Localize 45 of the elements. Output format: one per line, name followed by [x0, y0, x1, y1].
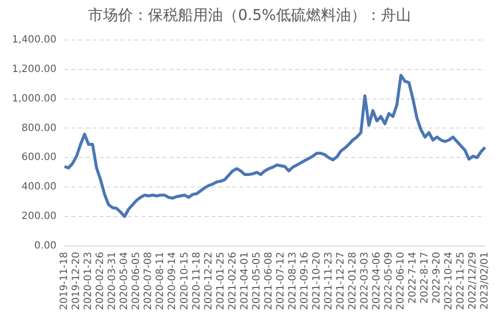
y-tick-label: 1,400.00	[12, 34, 57, 46]
chart-title: 市场价：保税船用油（0.5%低硫燃料油）：舟山	[86, 5, 412, 26]
x-tick-label: 2021-08-13	[287, 252, 298, 310]
x-tick-label: 2020-06-05	[131, 252, 142, 310]
x-tick-label: 2022-06-10	[396, 252, 406, 310]
x-tick-label: 2021-07-12	[275, 252, 286, 310]
x-tick-label: 2021-04-01	[239, 252, 250, 310]
y-tick-label: 600.00	[22, 152, 57, 164]
x-tick-label: 2020-02-26	[95, 252, 106, 310]
x-tick-label: 2020-11-18	[191, 252, 202, 310]
x-tick-label: 2022-8-17	[420, 252, 431, 304]
x-tick-label: 2021-05-05	[251, 252, 262, 310]
x-tick-label: 2020-03-31	[107, 252, 118, 310]
x-tick-label: 2021-06-08	[263, 252, 274, 310]
x-tick-label: 2022-01-28	[347, 252, 358, 310]
x-tick-label: 2022-9-20	[432, 252, 443, 304]
y-tick-label: 200.00	[22, 211, 57, 222]
x-tick-label: 2020-12-22	[203, 252, 214, 310]
x-tick-label: 2021-02-26	[227, 252, 238, 310]
x-tick-label: 2021-09-16	[299, 252, 310, 310]
x-tick-label: 2019-12-20	[71, 252, 82, 310]
x-tick-label: 2020-01-23	[83, 252, 94, 310]
y-tick-label: 800.00	[22, 122, 57, 134]
x-tick-label: 2023/02/01	[480, 252, 491, 310]
x-tick-label: 2021-12-27	[335, 252, 346, 310]
x-tick-label: 2020-08-11	[155, 252, 166, 310]
x-tick-label: 2022-03-03	[359, 252, 370, 310]
x-tick-label: 2019-11-18	[59, 252, 70, 310]
y-tick-label: 1,000.00	[12, 93, 57, 104]
x-tick-label: 2022-11-25	[456, 252, 467, 310]
x-tick-label: 2020-07-08	[143, 252, 154, 310]
x-tick-label: 2020-09-14	[167, 252, 178, 310]
y-tick-label: 0.00	[34, 240, 57, 252]
x-tick-label: 2020-05-04	[119, 252, 130, 310]
x-tick-label: 2022-04-06	[371, 252, 382, 310]
x-tick-label: 2022/12/29	[468, 252, 479, 310]
y-tick-label: 1,200.00	[12, 64, 57, 76]
x-tick-label: 2021-11-23	[323, 252, 334, 310]
x-tick-label: 2022-05-09	[383, 252, 394, 310]
x-tick-label: 2021-01-25	[215, 252, 226, 310]
x-tick-label: 2021-10-20	[311, 252, 322, 310]
x-tick-label: 2022-10-24	[444, 252, 455, 310]
x-tick-label: 2020-10-15	[179, 252, 190, 310]
x-tick-label: 2022-7-14	[408, 252, 419, 304]
y-tick-label: 400.00	[22, 182, 57, 193]
